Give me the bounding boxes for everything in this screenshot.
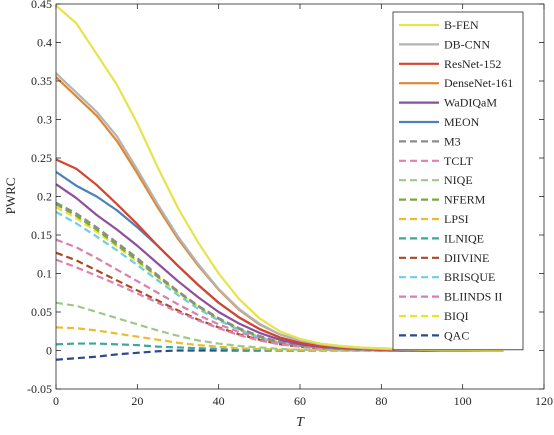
y-tick-label: 0.4 xyxy=(37,36,52,50)
legend-label: NIQE xyxy=(444,173,473,187)
x-tick-label: 60 xyxy=(294,394,306,408)
x-tick-label: 100 xyxy=(454,394,472,408)
legend-label: ResNet-152 xyxy=(444,57,501,71)
x-axis: 0 20 40 60 80 100 120 xyxy=(53,4,553,408)
y-tick-label: 0.25 xyxy=(31,151,52,165)
legend-label: LPSI xyxy=(444,212,469,226)
x-axis-label: T xyxy=(296,415,305,430)
x-tick-label: 40 xyxy=(213,394,225,408)
y-tick-label: 0.1 xyxy=(37,267,52,281)
y-tick-label: 0.3 xyxy=(37,113,52,127)
series-line-m3 xyxy=(55,201,504,352)
legend-label: DenseNet-161 xyxy=(444,76,513,90)
legend-label: BRISQUE xyxy=(444,270,495,284)
y-tick-label: -0.05 xyxy=(27,382,52,396)
legend-label: DB-CNN xyxy=(444,37,490,51)
x-tick-label: 120 xyxy=(535,394,553,408)
legend-label: TCLT xyxy=(444,154,474,168)
legend-label: DIIVINE xyxy=(444,251,489,265)
legend-label: QAC xyxy=(444,328,469,342)
x-tick-label: 0 xyxy=(53,394,59,408)
legend-label: M3 xyxy=(444,134,461,148)
y-tick-label: 0 xyxy=(46,344,52,358)
x-tick-label: 80 xyxy=(375,394,387,408)
x-tick-label: 20 xyxy=(131,394,143,408)
y-tick-label: 0.05 xyxy=(31,305,52,319)
y-axis: -0.05 0 0.05 0.1 0.15 0.2 0.25 0.3 0.35 0.4 0.45 xyxy=(27,0,544,396)
y-tick-label: 0.15 xyxy=(31,228,52,242)
y-axis-label: PWRC xyxy=(3,178,18,215)
series-line-qac xyxy=(55,349,504,361)
y-tick-label: 0.45 xyxy=(31,0,52,11)
y-tick-label: 0.2 xyxy=(37,190,52,204)
legend-label: MEON xyxy=(444,115,480,129)
legend-label: ILNIQE xyxy=(444,231,484,245)
legend-label: NFERM xyxy=(444,193,486,207)
legend: B-FEN DB-CNN ResNet-152 DenseNet-161 WaDIQaM… xyxy=(392,11,524,351)
legend-label: BIQI xyxy=(444,309,469,323)
legend-label: WaDIQaM xyxy=(444,96,497,110)
legend-label: BLIINDS II xyxy=(444,290,502,304)
legend-label: B-FEN xyxy=(444,18,479,32)
y-tick-label: 0.35 xyxy=(31,74,52,88)
